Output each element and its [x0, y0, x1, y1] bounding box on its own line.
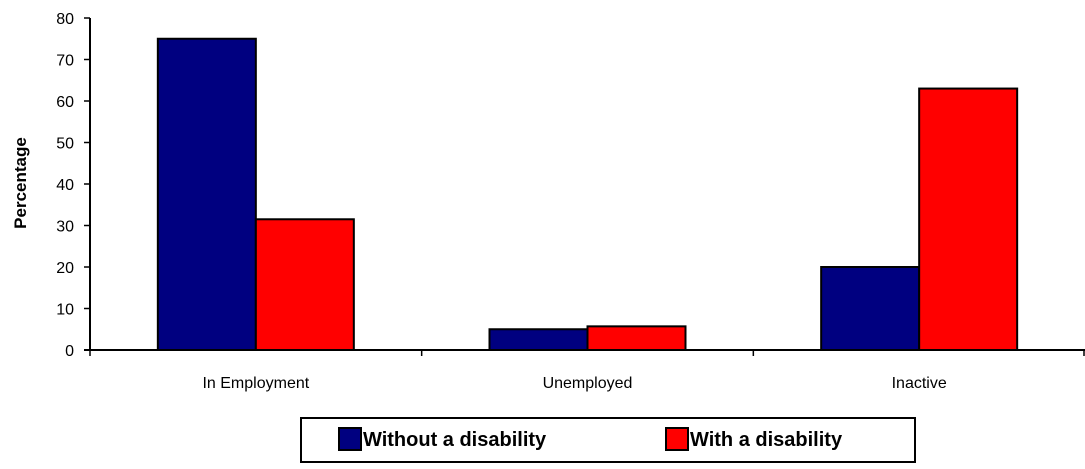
legend-label: With a disability	[690, 429, 843, 451]
bar-with-disability	[586, 325, 687, 352]
bar-without-disability	[156, 37, 257, 351]
legend-swatch	[665, 427, 689, 451]
y-tick-label: 40	[56, 177, 74, 194]
x-tick-label: Unemployed	[543, 375, 633, 392]
plot-area: 0 10 20 30 40 50 60 70 80 In Employment Unemployed…	[56, 11, 1085, 392]
bar-without-disability	[820, 266, 921, 351]
bar-without-disability	[488, 328, 589, 351]
y-tick-label: 20	[56, 260, 74, 277]
y-tick-label: 30	[56, 219, 74, 236]
x-tick-label: Inactive	[892, 375, 947, 392]
y-tick-label: 0	[65, 343, 74, 360]
legend-box	[300, 417, 916, 463]
legend-swatch	[338, 427, 362, 451]
legend-label: Without a disability	[363, 429, 547, 451]
x-tick-label: In Employment	[202, 375, 309, 392]
y-tick-label: 70	[56, 53, 74, 70]
y-axis-label: Percentage	[11, 137, 30, 229]
bar-with-disability	[254, 218, 355, 351]
y-tick-label: 60	[56, 94, 74, 111]
y-tick-label: 80	[56, 11, 74, 28]
y-tick-label: 10	[56, 302, 74, 319]
bar-with-disability	[918, 87, 1019, 352]
legend: Without a disability With a disability	[300, 417, 916, 463]
y-tick-label: 50	[56, 136, 74, 153]
